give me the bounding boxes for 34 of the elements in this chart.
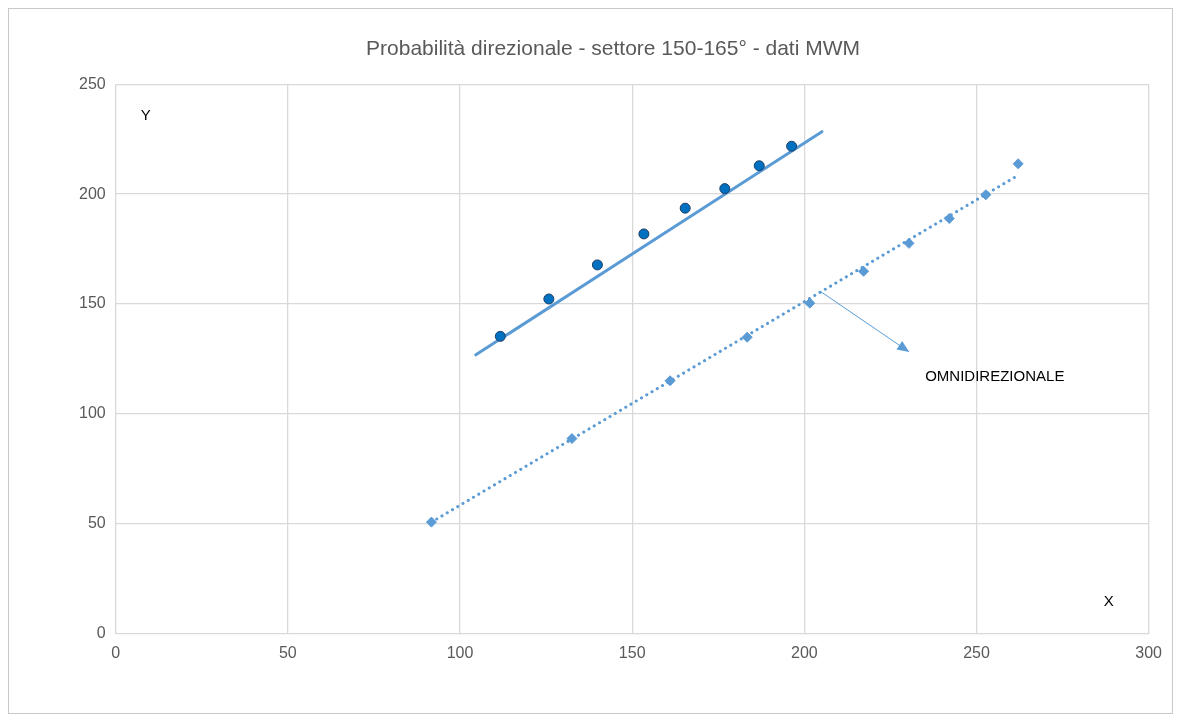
point (903, 237, 915, 249)
x-tick-label: 200 (790, 643, 818, 661)
y-tick-label: 250 (78, 74, 106, 92)
point (858, 265, 870, 277)
y-tick-label: 200 (78, 184, 106, 202)
x-axis-title: X (1103, 592, 1114, 610)
x-tick-label: 50 (278, 643, 297, 661)
point (753, 160, 765, 172)
point (638, 228, 650, 240)
point (543, 293, 555, 305)
y-tick-label: 100 (78, 404, 106, 422)
point (566, 433, 578, 445)
point (980, 189, 992, 201)
point (786, 140, 798, 152)
y-tick-label: 150 (78, 294, 106, 312)
y-tick-label: 0 (96, 624, 106, 642)
y-axis-title: Y (140, 105, 151, 123)
point (1012, 158, 1024, 170)
point (719, 183, 731, 195)
point (425, 516, 437, 528)
y-tick-label: 50 (87, 514, 106, 532)
point (741, 331, 753, 343)
annotation: OMNIDIREZIONALE (925, 367, 1065, 385)
point (943, 213, 955, 225)
x-tick-label: 250 (963, 643, 990, 661)
x-tick-label: 300 (1135, 643, 1163, 661)
point (664, 375, 676, 387)
x-tick-label: 150 (618, 643, 646, 661)
x-tick-label: 0 (111, 643, 121, 661)
x-tick-label: 100 (446, 643, 474, 661)
chart-title: Probabilità direzionale - settore 150-165° - dati MWM (366, 36, 860, 60)
point (679, 202, 691, 214)
point (591, 259, 603, 271)
point (494, 330, 506, 342)
